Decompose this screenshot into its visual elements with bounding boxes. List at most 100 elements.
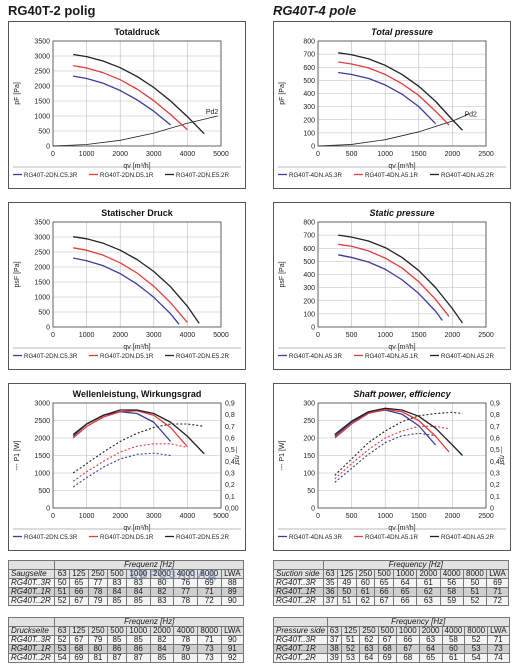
series-line-red — [338, 61, 450, 126]
table-row-label: RG40T..2R — [273, 653, 328, 663]
y-axis-label: psF [Pa] — [14, 261, 21, 287]
plot-frame — [52, 221, 222, 328]
chart-title: Totaldruck — [114, 27, 160, 37]
y-tick-label: 0 — [46, 506, 50, 513]
table-cell: 64 — [359, 653, 379, 663]
y-tick-label: 1500 — [34, 280, 50, 287]
table-cell: 62 — [355, 596, 376, 606]
x-tick-label: 500 — [346, 332, 358, 339]
dynamic-pressure-line — [317, 113, 470, 147]
table-cell: 78 — [173, 596, 198, 606]
legend-label: RG40T-2DN.D5.1R — [100, 172, 154, 179]
legend-label: RG40T-2DN.E5.2R — [176, 172, 229, 179]
y-tick-label: 500 — [38, 310, 50, 317]
y-tick-label: 100 — [303, 130, 315, 137]
series-line-blue — [338, 254, 443, 321]
x-tick-label: 2000 — [445, 332, 461, 339]
y-axis-label: --- P1 [W] — [279, 440, 286, 470]
y2-tick-label: 0,00 — [225, 506, 239, 513]
heading-right: RG40T-4 pole — [273, 3, 357, 18]
x-tick-label: 2000 — [445, 151, 461, 158]
plot-frame — [317, 402, 487, 509]
table-row-label: RG40T..2R — [273, 596, 324, 606]
table-cell: 74 — [487, 653, 510, 663]
legend-label: RG40T-4DN.A5.1R — [365, 353, 418, 360]
y-tick-label: 3500 — [34, 39, 50, 46]
y2-tick-label: 0,9 — [490, 401, 500, 408]
x-tick-label: 1000 — [377, 513, 393, 520]
y-tick-label: 150 — [303, 453, 315, 460]
sound-table-suction-4pole: Frequency [Hz] Suction side 63 125 250 500 100… — [273, 560, 510, 606]
y-tick-label: 600 — [303, 246, 315, 253]
table-cell: 54 — [464, 653, 489, 663]
panel-shaft-power-2pole: Wellenleistung, Wirkungsgrad 0 1000 2000 300… — [8, 383, 246, 551]
y-tick-label: 300 — [303, 285, 315, 292]
y-tick-label: 3500 — [34, 220, 50, 227]
y-tick-label: 300 — [303, 401, 315, 408]
y-tick-label: 600 — [303, 65, 315, 72]
x-tick-label: 1000 — [377, 332, 393, 339]
x-tick-label: 1000 — [79, 513, 95, 520]
sound-table-pressure-4pole: Frequency [Hz] Pressure side 63 125 250 500 10… — [273, 617, 510, 663]
table-cell: 53 — [340, 653, 361, 663]
table-cell: 63 — [416, 596, 441, 606]
series-line-black — [334, 407, 463, 456]
y-tick-label: 2500 — [34, 418, 50, 425]
series-line-black — [73, 236, 200, 324]
y-tick-label: 100 — [303, 471, 315, 478]
x-tick-label: 2000 — [112, 513, 128, 520]
table-row: RG40T..3R 35 49 60 65 64 61 56 50 69 — [273, 578, 509, 588]
table-cell: 54 — [54, 653, 70, 663]
y-tick-label: 2500 — [34, 69, 50, 76]
x-tick-label: 1000 — [377, 151, 393, 158]
table-cell: 39 — [326, 653, 342, 663]
y2-tick-label: 0,7 — [225, 424, 235, 431]
y2-tick-label: 0,8 — [490, 412, 500, 419]
legend-label: RG40T-2DN.C5.3R — [24, 534, 78, 541]
x-tick-label: 4000 — [180, 332, 196, 339]
x-tick-label: 2500 — [478, 151, 494, 158]
table-cell: 90 — [220, 596, 245, 606]
legend-label: RG40T-2DN.E5.2R — [176, 353, 229, 360]
y2-axis-label: — ηst — [498, 445, 505, 465]
series-line-red — [72, 410, 188, 448]
y-tick-label: 0 — [311, 144, 315, 151]
y-tick-label: 1500 — [34, 453, 50, 460]
x-tick-label: 1500 — [411, 151, 427, 158]
chart-total-pressure-2pole: Totaldruck 0 1000 2000 3000 4000 5000 0 500 1000 1… — [13, 27, 241, 179]
x-tick-label: 5000 — [213, 151, 229, 158]
y-tick-label: 1000 — [34, 471, 50, 478]
chart-title: Wellenleistung, Wirkungsgrad — [73, 389, 202, 399]
y2-tick-label: 0,3 — [225, 471, 235, 478]
table-row: RG40T..2R 52 67 79 85 85 83 78 72 90 — [7, 596, 245, 606]
efficiency-line-black — [72, 423, 205, 474]
table-cell: 65 — [418, 653, 443, 663]
y2-tick-label: 0,3 — [490, 471, 500, 478]
y-axis-label: psF [Pa] — [279, 261, 286, 287]
table-cell: 52 — [54, 596, 70, 606]
y-tick-label: 500 — [303, 78, 315, 85]
y-tick-label: 2000 — [34, 84, 50, 91]
chart-shaft-power-2pole: Wellenleistung, Wirkungsgrad 0 1000 2000 300… — [13, 389, 241, 541]
y-tick-label: 800 — [303, 220, 315, 227]
sound-table-suction-2pole: Frequenz [Hz] Saugseite 63 125 250 500 1000 200… — [7, 560, 245, 606]
chart-total-pressure-4pole: Total pressure 0 500 1000 1500 2000 2500 0 100 20… — [278, 27, 506, 179]
x-tick-label: 1500 — [411, 332, 427, 339]
y-tick-label: 300 — [303, 104, 315, 111]
y-tick-label: 200 — [303, 117, 315, 124]
panel-static-pressure-4pole: Static pressure 0 500 1000 1500 2000 2500 0 100 2… — [273, 202, 511, 370]
y-tick-label: 0 — [46, 325, 50, 332]
table-row: Pressure side 63 125 250 500 1000 2000 4000 8000… — [273, 626, 510, 636]
efficiency-line-red — [72, 443, 188, 482]
annotation-label: Pd2 — [206, 109, 219, 116]
table-cell: 61 — [441, 653, 466, 663]
efficiency-line-blue — [334, 432, 436, 483]
x-tick-label: 1000 — [79, 332, 95, 339]
y-tick-label: 250 — [303, 418, 315, 425]
annotation-label: Pd2 — [464, 111, 477, 118]
y-axis-label: pF [Pa] — [279, 82, 286, 105]
y2-tick-label: 0,9 — [225, 401, 235, 408]
y-tick-label: 500 — [38, 129, 50, 136]
y-tick-label: 500 — [303, 259, 315, 266]
table-cell: 87 — [126, 653, 151, 663]
